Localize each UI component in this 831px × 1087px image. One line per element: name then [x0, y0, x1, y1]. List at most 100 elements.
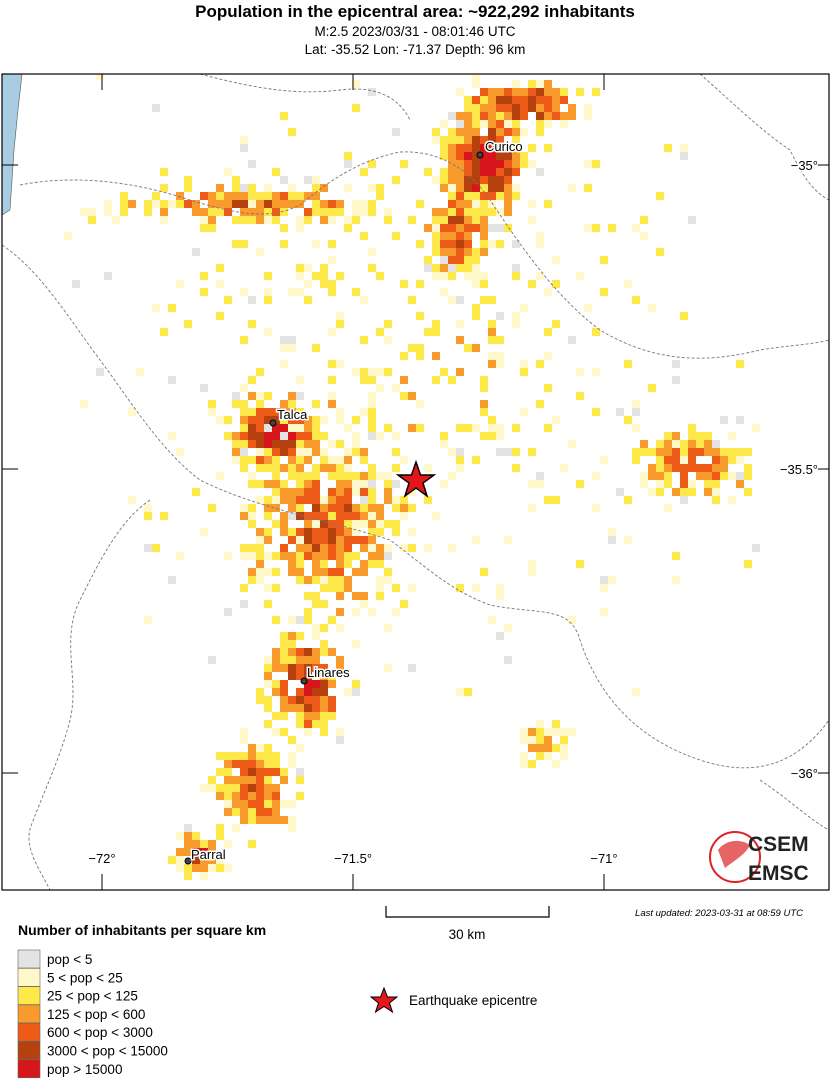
population-cell — [448, 544, 456, 552]
population-cell — [368, 400, 376, 408]
population-cell — [248, 424, 256, 432]
population-cell — [96, 368, 104, 376]
population-cell — [680, 456, 688, 464]
population-cell — [448, 192, 456, 200]
population-cell — [544, 104, 552, 112]
population-cell — [488, 104, 496, 112]
population-cell — [536, 720, 544, 728]
population-cell — [584, 224, 592, 232]
population-cell — [296, 448, 304, 456]
population-cell — [472, 536, 480, 544]
population-cell — [240, 192, 248, 200]
population-cell — [480, 216, 488, 224]
population-cell — [408, 664, 416, 672]
population-cell — [520, 752, 528, 760]
population-cell — [272, 456, 280, 464]
population-cell — [464, 96, 472, 104]
population-cell — [520, 128, 528, 136]
population-cell — [480, 168, 488, 176]
population-cell — [368, 536, 376, 544]
population-cell — [328, 280, 336, 288]
population-cell — [512, 168, 520, 176]
population-cell — [560, 464, 568, 472]
population-cell — [360, 472, 368, 480]
population-cell — [440, 264, 448, 272]
population-cell — [304, 728, 312, 736]
population-cell — [504, 96, 512, 104]
population-cell — [248, 416, 256, 424]
population-cell — [592, 472, 600, 480]
last-updated: Last updated: 2023-03-31 at 08:59 UTC — [635, 908, 803, 919]
population-cell — [408, 216, 416, 224]
legend-star — [369, 986, 399, 1014]
population-cell — [480, 208, 488, 216]
population-cell — [280, 520, 288, 528]
population-cell — [296, 552, 304, 560]
population-cell — [112, 216, 120, 224]
population-cell — [680, 488, 688, 496]
population-cell — [520, 112, 528, 120]
legend: pop < 5 5 < pop < 25 25 < pop < 125 125 < p… — [17, 949, 168, 1079]
population-cell — [328, 256, 336, 264]
population-cell — [256, 688, 264, 696]
population-cell — [328, 208, 336, 216]
population-cell — [272, 568, 280, 576]
population-cell — [640, 232, 648, 240]
population-cell — [552, 112, 560, 120]
population-cell — [272, 768, 280, 776]
population-cell — [544, 120, 552, 128]
population-cell — [432, 64, 440, 72]
population-cell — [456, 448, 464, 456]
population-cell — [360, 512, 368, 520]
population-cell — [248, 520, 256, 528]
population-cell — [304, 176, 312, 184]
population-cell — [432, 208, 440, 216]
population-cell — [256, 808, 264, 816]
population-cell — [448, 472, 456, 480]
population-cell — [88, 216, 96, 224]
population-cell — [280, 336, 288, 344]
population-cell — [264, 272, 272, 280]
population-cell — [240, 808, 248, 816]
population-cell — [496, 96, 504, 104]
population-cell — [232, 400, 240, 408]
population-cell — [208, 192, 216, 200]
population-cell — [496, 312, 504, 320]
population-cell — [720, 472, 728, 480]
population-cell — [456, 112, 464, 120]
population-cell — [680, 448, 688, 456]
population-cell — [352, 504, 360, 512]
population-cell — [272, 408, 280, 416]
population-cell — [344, 456, 352, 464]
population-cell — [640, 448, 648, 456]
population-cell — [728, 456, 736, 464]
population-cell — [352, 104, 360, 112]
population-cell — [464, 176, 472, 184]
population-cell — [200, 208, 208, 216]
population-cell — [584, 304, 592, 312]
population-cell — [432, 320, 440, 328]
population-cell — [472, 168, 480, 176]
population-cell — [488, 296, 496, 304]
population-cell — [560, 744, 568, 752]
population-cell — [528, 96, 536, 104]
scale-bar — [385, 906, 550, 918]
population-cell — [248, 544, 256, 552]
population-cell — [320, 448, 328, 456]
population-cell — [688, 488, 696, 496]
population-cell — [600, 256, 608, 264]
population-cell — [144, 616, 152, 624]
population-cell — [336, 360, 344, 368]
population-cell — [312, 672, 320, 680]
population-cell — [328, 240, 336, 248]
population-cell — [568, 184, 576, 192]
population-cell — [288, 472, 296, 480]
population-cell — [312, 272, 320, 280]
population-cell — [96, 74, 104, 80]
population-cell — [296, 504, 304, 512]
population-cell — [448, 152, 456, 160]
population-cell — [656, 440, 664, 448]
population-cell — [288, 416, 296, 424]
population-cell — [672, 488, 680, 496]
population-cell — [456, 176, 464, 184]
